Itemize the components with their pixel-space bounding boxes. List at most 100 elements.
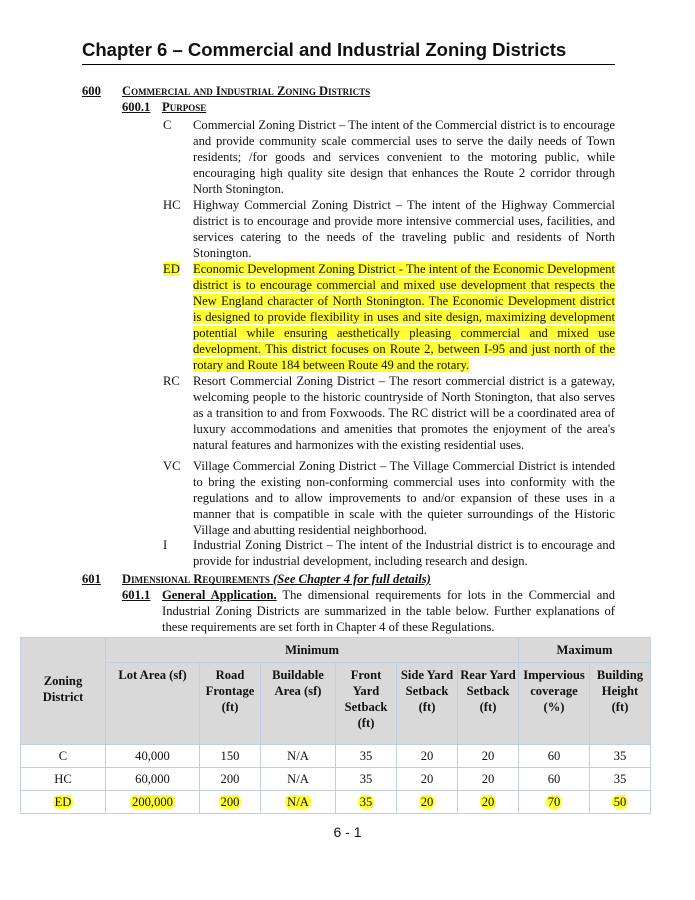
cell-value: 35 — [359, 748, 373, 763]
table-row: ED 200,000 200 N/A 35 20 20 70 50 — [20, 790, 651, 814]
header-zoning-district: Zoning District — [20, 637, 106, 745]
section-601-1: 601.1 General Application. The dimension… — [122, 587, 615, 635]
district-ed: ED Economic Development Zoning District -… — [160, 261, 615, 373]
section-600-number: 600 — [82, 84, 101, 98]
district-description: Commercial Zoning District – The intent … — [193, 118, 615, 196]
table-cell: 20 — [457, 744, 519, 768]
table-cell: 35 — [335, 790, 397, 814]
district-code-text: RC — [163, 374, 180, 388]
cell-value: 20 — [418, 794, 436, 809]
chapter-title: Chapter 6 – Commercial and Industrial Zo… — [82, 39, 615, 65]
cell-value: 60 — [547, 771, 561, 786]
cell-value: 20 — [481, 748, 495, 763]
cell-value: 20 — [479, 794, 497, 809]
table-cell: 20 — [396, 767, 458, 791]
table-cell: 200 — [199, 767, 261, 791]
district-code-text: C — [163, 118, 172, 132]
header-rear-yard: Rear Yard Setback (ft) — [457, 662, 519, 745]
cell-value: 60,000 — [135, 771, 170, 786]
cell-value: 35 — [613, 748, 627, 763]
header-building-height: Building Height (ft) — [589, 662, 651, 745]
cell-value: 20 — [420, 771, 434, 786]
cell-value: N/A — [287, 771, 309, 786]
table-cell: 50 — [589, 790, 651, 814]
header-road-frontage: Road Frontage (ft) — [199, 662, 261, 745]
cell-value: 50 — [611, 794, 629, 809]
header-group-minimum: Minimum — [105, 637, 519, 663]
section-601-1-number: 601.1 — [122, 588, 151, 602]
district-vc: VC Village Commercial Zoning District – T… — [160, 458, 615, 538]
cell-value: 150 — [220, 748, 240, 763]
district-code: HC — [163, 197, 181, 213]
district-rc: RC Resort Commercial Zoning District – Th… — [160, 373, 615, 453]
cell-value: C — [58, 748, 68, 763]
district-description: Highway Commercial Zoning District – The… — [193, 198, 615, 260]
header-front-yard: Front Yard Setback (ft) — [335, 662, 397, 745]
district-code: C — [163, 117, 171, 133]
cell-value: 60 — [547, 748, 561, 763]
table-cell: 60 — [518, 744, 590, 768]
cell-value: 200,000 — [130, 794, 175, 809]
section-601-1-heading: General Application. — [162, 588, 277, 602]
district-description: Economic Development Zoning District - T… — [193, 262, 615, 372]
district-description: Village Commercial Zoning District – The… — [193, 459, 615, 537]
table-cell: N/A — [260, 790, 336, 814]
header-lot-area: Lot Area (sf) — [105, 662, 200, 745]
table-cell: ED — [20, 790, 106, 814]
table-cell: 200 — [199, 790, 261, 814]
cell-value: 200 — [218, 794, 242, 809]
table-cell: 150 — [199, 744, 261, 768]
section-601-number: 601 — [82, 572, 101, 586]
cell-value: N/A — [285, 794, 311, 809]
district-description: Resort Commercial Zoning District – The … — [193, 374, 615, 452]
table-cell: 35 — [589, 767, 651, 791]
cell-value: 20 — [420, 748, 434, 763]
section-601-heading: Dimensional Requirements — [122, 572, 270, 586]
table-cell: 20 — [396, 744, 458, 768]
section-600-1-heading: Purpose — [162, 100, 207, 114]
table-cell: C — [20, 744, 106, 768]
district-hc: HC Highway Commercial Zoning District – T… — [160, 197, 615, 261]
district-code: ED — [163, 261, 180, 277]
cell-value: ED — [52, 794, 74, 809]
section-601-note: (See Chapter 4 for full details) — [273, 572, 431, 586]
table-cell: 20 — [396, 790, 458, 814]
cell-value: 70 — [545, 794, 563, 809]
cell-value: HC — [54, 771, 72, 786]
cell-value: 35 — [359, 771, 373, 786]
section-600-1-number: 600.1 — [122, 100, 151, 114]
district-code-text: ED — [163, 262, 180, 276]
table-cell: 200,000 — [105, 790, 200, 814]
district-c: C Commercial Zoning District – The intent… — [160, 117, 615, 197]
cell-value: N/A — [287, 748, 309, 763]
table-cell: 40,000 — [105, 744, 200, 768]
table-cell: 60 — [518, 767, 590, 791]
table-row: C 40,000 150 N/A 35 20 20 60 35 — [20, 744, 651, 768]
district-code: RC — [163, 373, 180, 389]
table-cell: N/A — [260, 744, 336, 768]
district-i: I Industrial Zoning District – The intent… — [160, 537, 615, 569]
table-cell: 35 — [589, 744, 651, 768]
cell-value: 40,000 — [135, 748, 170, 763]
table-cell: HC — [20, 767, 106, 791]
header-side-yard: Side Yard Setback (ft) — [396, 662, 458, 745]
district-code: VC — [163, 458, 181, 474]
table-cell: 70 — [518, 790, 590, 814]
district-code-text: HC — [163, 198, 181, 212]
table-cell: N/A — [260, 767, 336, 791]
cell-value: 35 — [357, 794, 375, 809]
dimensional-requirements-table: Zoning District Minimum Maximum Lot Area… — [20, 637, 651, 814]
header-impervious: Impervious coverage (%) — [518, 662, 590, 745]
table-cell: 20 — [457, 790, 519, 814]
header-group-maximum: Maximum — [518, 637, 651, 663]
table-row: HC 60,000 200 N/A 35 20 20 60 35 — [20, 767, 651, 791]
district-code: I — [163, 537, 167, 553]
section-601-1-text: The dimensional requirements for lots in… — [162, 588, 615, 634]
header-buildable-area: Buildable Area (sf) — [260, 662, 336, 745]
cell-value: 200 — [220, 771, 240, 786]
cell-value: 35 — [613, 771, 627, 786]
table-cell: 35 — [335, 744, 397, 768]
district-code-text: VC — [163, 459, 181, 473]
table-cell: 60,000 — [105, 767, 200, 791]
cell-value: 20 — [481, 771, 495, 786]
